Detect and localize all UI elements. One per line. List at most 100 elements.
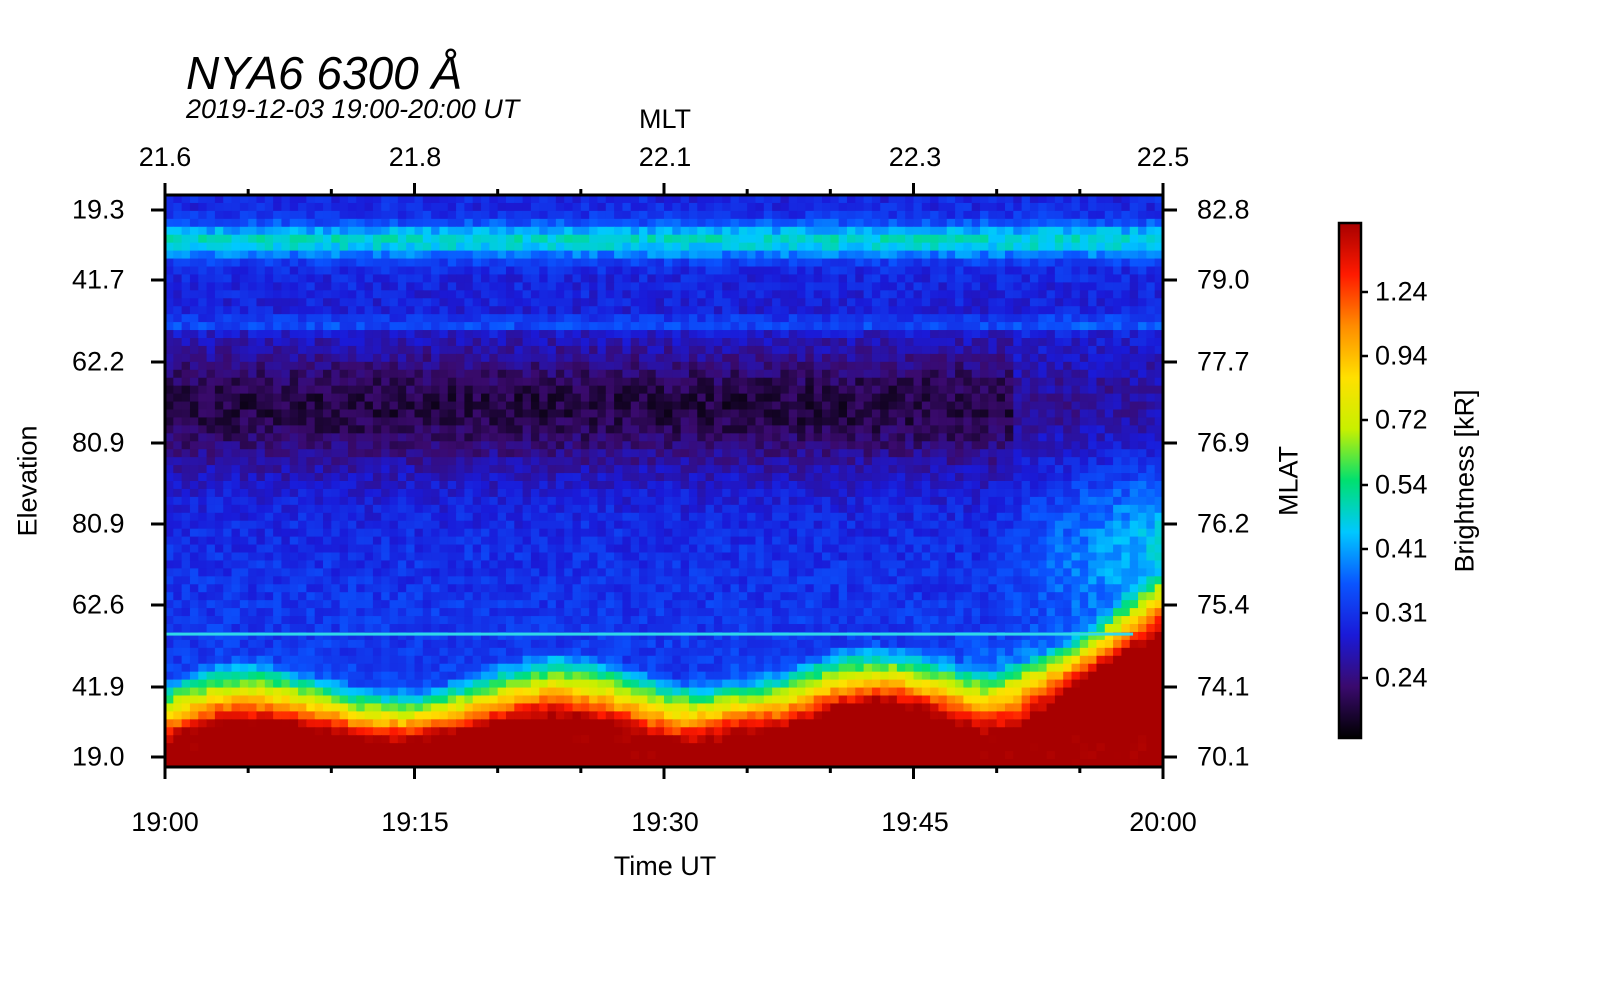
heatmap-cell: [589, 330, 599, 339]
heatmap-cell: [921, 258, 931, 268]
heatmap-cell: [996, 369, 1006, 379]
heatmap-cell: [722, 496, 732, 506]
heatmap-cell: [1121, 457, 1131, 466]
heatmap-cell: [664, 393, 673, 403]
heatmap-cell: [822, 306, 831, 315]
heatmap-cell: [805, 401, 815, 411]
heatmap-cell: [797, 425, 806, 434]
heatmap-cell: [239, 488, 249, 498]
heatmap-cell: [913, 417, 923, 426]
heatmap-cell: [281, 417, 291, 426]
heatmap-cell: [239, 473, 249, 482]
heatmap-cell: [955, 385, 964, 395]
heatmap-cell: [472, 401, 482, 411]
heatmap-cell: [1046, 425, 1056, 434]
heatmap-cell: [339, 345, 349, 355]
heatmap-cell: [605, 234, 615, 244]
heatmap-cell: [264, 496, 274, 506]
heatmap-cell: [614, 465, 624, 474]
heatmap-cell: [514, 218, 524, 228]
heatmap-cell: [763, 385, 773, 395]
heatmap-cell: [497, 195, 507, 204]
heatmap-cell: [963, 274, 973, 283]
heatmap-cell: [871, 409, 881, 419]
heatmap-cell: [356, 417, 366, 426]
heatmap-cell: [248, 306, 258, 315]
heatmap-cell: [763, 266, 773, 276]
heatmap-cell: [389, 417, 399, 426]
heatmap-cell: [672, 369, 682, 379]
heatmap-cell: [264, 385, 274, 395]
heatmap-cell: [980, 274, 989, 283]
heatmap-cell: [323, 298, 332, 307]
heatmap-cell: [688, 226, 698, 236]
heatmap-cell: [946, 218, 956, 228]
heatmap-cell: [1113, 401, 1123, 411]
heatmap-cell: [1121, 306, 1131, 315]
heatmap-cell: [1021, 465, 1031, 474]
heatmap-cell: [963, 393, 973, 403]
heatmap-cell: [422, 377, 432, 387]
heatmap-cell: [871, 417, 881, 426]
heatmap-cell: [256, 473, 266, 482]
heatmap-cell: [680, 481, 690, 490]
heatmap-cell: [1129, 401, 1139, 411]
heatmap-cell: [406, 385, 416, 395]
heatmap-cell: [165, 195, 174, 204]
heatmap-cell: [1063, 306, 1073, 315]
heatmap-cell: [1154, 449, 1164, 458]
heatmap-cell: [522, 449, 532, 458]
heatmap-cell: [589, 441, 599, 450]
heatmap-cell: [1121, 385, 1131, 395]
heatmap-cell: [306, 512, 316, 522]
heatmap-cell: [356, 385, 366, 395]
heatmap-cell: [539, 210, 549, 220]
heatmap-cell: [1154, 385, 1164, 395]
heatmap-cell: [323, 481, 332, 490]
heatmap-cell: [905, 369, 915, 379]
heatmap-cell: [664, 496, 673, 506]
heatmap-cell: [963, 457, 973, 466]
heatmap-cell: [256, 202, 266, 212]
heatmap-cell: [738, 385, 748, 395]
heatmap-cell: [447, 504, 457, 514]
heatmap-cell: [323, 242, 332, 252]
heatmap-cell: [464, 504, 474, 514]
heatmap-cell: [1096, 488, 1106, 498]
heatmap-cell: [323, 457, 332, 466]
heatmap-cell: [281, 250, 291, 260]
heatmap-cell: [605, 409, 615, 419]
heatmap-cell: [1138, 306, 1147, 315]
heatmap-cell: [772, 520, 782, 530]
heatmap-cell: [1071, 330, 1081, 339]
heatmap-cell: [639, 274, 648, 283]
heatmap-cell: [1071, 512, 1081, 522]
heatmap-cell: [888, 417, 898, 426]
heatmap-cell: [580, 226, 590, 236]
heatmap-cell: [589, 481, 599, 490]
heatmap-cell: [1129, 202, 1139, 212]
heatmap-cell: [980, 457, 989, 466]
heatmap-cell: [447, 274, 457, 283]
heatmap-cell: [372, 322, 382, 331]
heatmap-cell: [289, 258, 299, 268]
heatmap-cell: [289, 361, 299, 371]
heatmap-cell: [763, 274, 773, 283]
heatmap-cell: [1113, 210, 1123, 220]
heatmap-cell: [772, 234, 782, 244]
heatmap-cell: [1004, 512, 1014, 522]
heatmap-cell: [880, 258, 890, 268]
heatmap-cell: [1129, 361, 1139, 371]
heatmap-cell: [946, 282, 956, 291]
heatmap-cell: [1079, 290, 1089, 299]
heatmap-cell: [439, 218, 449, 228]
heatmap-cell: [788, 274, 798, 283]
heatmap-cell: [189, 385, 199, 395]
heatmap-cell: [1121, 393, 1131, 403]
heatmap-cell: [1046, 457, 1056, 466]
heatmap-cell: [880, 369, 890, 379]
heatmap-cell: [622, 425, 632, 434]
heatmap-cell: [273, 258, 283, 268]
heatmap-cell: [996, 385, 1006, 395]
heatmap-cell: [389, 338, 399, 347]
